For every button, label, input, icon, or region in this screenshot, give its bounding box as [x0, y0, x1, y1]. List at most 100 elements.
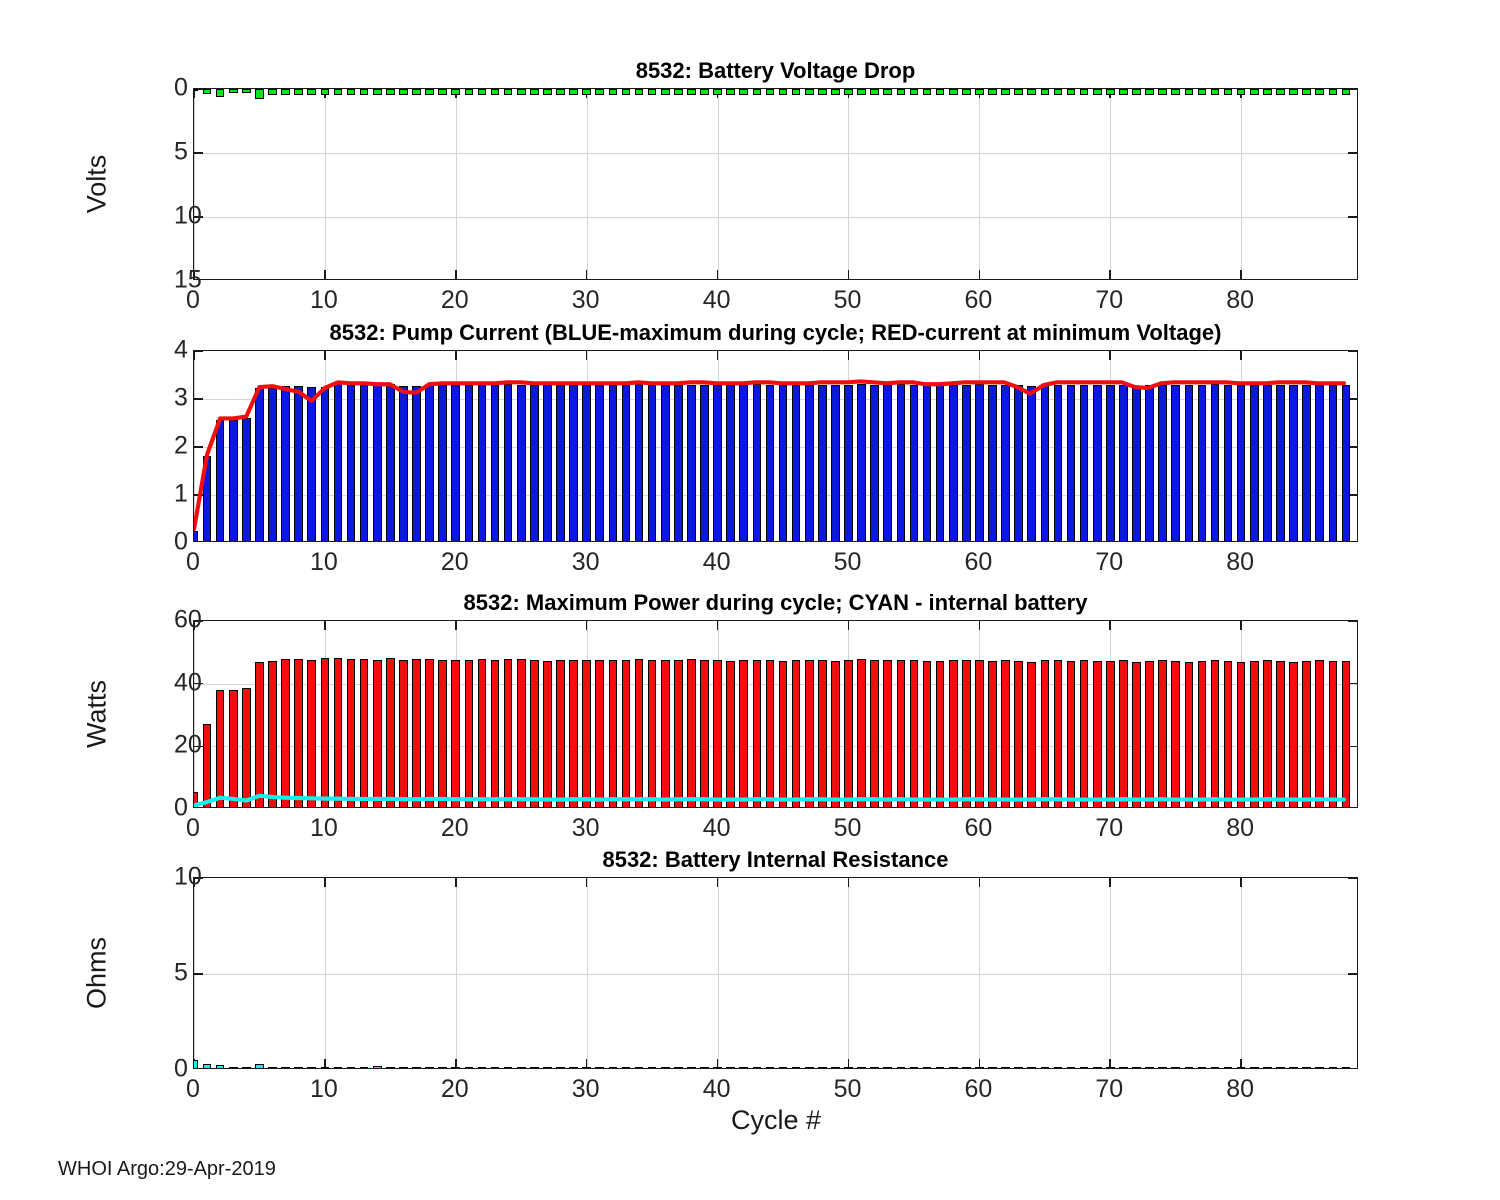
- gridline-vertical: [194, 351, 195, 541]
- bar: [739, 660, 749, 807]
- bar: [935, 661, 945, 807]
- gridline-horizontal: [194, 495, 1357, 496]
- gridline-vertical: [324, 89, 326, 279]
- x-tick-label: 0: [186, 1075, 200, 1103]
- bar: [1053, 660, 1063, 807]
- bar: [621, 659, 631, 807]
- bar: [1171, 89, 1181, 95]
- bar: [399, 1066, 408, 1068]
- bar: [634, 658, 644, 807]
- y-axis-tick: [194, 446, 203, 448]
- x-tick-label: 40: [702, 814, 731, 842]
- y-axis-tick: [194, 351, 203, 352]
- gridline-horizontal: [194, 447, 1357, 448]
- bar: [215, 689, 225, 807]
- bar: [1276, 89, 1285, 95]
- bar: [909, 384, 919, 541]
- bar: [307, 1066, 317, 1068]
- bar: [791, 89, 801, 95]
- x-axis-tick: [978, 270, 981, 279]
- bar: [281, 89, 290, 95]
- x-axis-tick: [194, 270, 195, 279]
- bar: [988, 1066, 997, 1068]
- x-tick-label: 60: [964, 1075, 993, 1103]
- bar: [255, 89, 264, 99]
- bar: [1236, 1066, 1246, 1068]
- x-tick-label: 10: [309, 548, 338, 576]
- x-tick-label: 40: [702, 1075, 731, 1103]
- bar: [215, 1064, 225, 1068]
- bar: [1223, 384, 1233, 541]
- panel3-title: 8532: Maximum Power during cycle; CYAN -…: [463, 590, 1088, 615]
- bar: [804, 1066, 814, 1068]
- bar: [372, 89, 382, 96]
- gridline-horizontal: [194, 746, 1357, 748]
- bar: [372, 1066, 382, 1068]
- x-axis-tick: [194, 621, 195, 630]
- bar: [202, 89, 212, 95]
- x-tick-label: 20: [440, 548, 469, 576]
- bar: [922, 89, 932, 95]
- bar: [255, 1064, 264, 1068]
- panel-pump-current: 8532: Pump Current (BLUE-maximum during …: [174, 320, 1358, 576]
- bar: [791, 1066, 801, 1068]
- bar: [1066, 384, 1076, 541]
- bar: [228, 689, 238, 807]
- bar: [1132, 1066, 1141, 1068]
- x-tick-label: 60: [964, 286, 993, 314]
- bar: [346, 659, 356, 807]
- panel-maximum-power: 8532: Maximum Power during cycle; CYAN -…: [82, 590, 1358, 842]
- bar: [582, 1066, 591, 1068]
- x-tick-label: 70: [1095, 814, 1124, 842]
- bar: [1092, 89, 1102, 95]
- gridline-vertical: [848, 878, 850, 1068]
- bar: [333, 1066, 343, 1068]
- bar: [1197, 1066, 1207, 1068]
- x-axis-tick: [716, 351, 719, 360]
- bar: [1040, 660, 1050, 807]
- panel2-title: 8532: Pump Current (BLUE-maximum during …: [329, 320, 1222, 345]
- panel1-data: [194, 89, 1357, 279]
- bar: [831, 1066, 840, 1068]
- y-axis-tick: [1348, 398, 1357, 400]
- gridline-horizontal: [194, 217, 1357, 218]
- bar: [1341, 1066, 1351, 1068]
- line-trace: [194, 793, 1347, 807]
- bar: [1040, 1066, 1050, 1068]
- bar: [870, 384, 879, 541]
- bar: [595, 1066, 605, 1068]
- x-axis-tick: [454, 270, 457, 279]
- bar: [556, 1066, 565, 1068]
- bar: [281, 659, 290, 807]
- panel3-x-tick-labels: 0 10 20 30 40 50 60 70 80: [186, 808, 1358, 842]
- y-axis-tick: [1348, 745, 1357, 748]
- y-tick-label: 1: [174, 479, 188, 508]
- bar: [1119, 660, 1128, 807]
- bar: [752, 659, 762, 807]
- bar: [765, 1066, 775, 1068]
- y-axis-tick: [1348, 878, 1357, 879]
- bar: [582, 89, 591, 95]
- x-tick-label: 40: [702, 548, 731, 576]
- y-tick-label: 10: [174, 862, 202, 891]
- bar: [804, 659, 814, 807]
- bar: [1236, 89, 1246, 95]
- bar: [713, 660, 722, 807]
- bar: [621, 1066, 631, 1068]
- bar: [242, 418, 251, 541]
- gridline-vertical: [194, 89, 195, 279]
- x-axis-tick: [978, 621, 981, 630]
- bar: [1014, 384, 1023, 541]
- gridline-vertical: [1110, 89, 1112, 279]
- y-tick-label: 2: [174, 431, 188, 460]
- bar: [674, 1066, 683, 1068]
- bar: [791, 660, 801, 807]
- bar: [883, 1066, 893, 1068]
- bar: [490, 659, 500, 807]
- x-axis-tick: [847, 1059, 850, 1068]
- bar: [1014, 89, 1023, 95]
- bar: [739, 89, 749, 95]
- bar: [228, 420, 238, 541]
- x-axis-title: Cycle #: [730, 1105, 822, 1135]
- x-axis-tick: [324, 351, 326, 360]
